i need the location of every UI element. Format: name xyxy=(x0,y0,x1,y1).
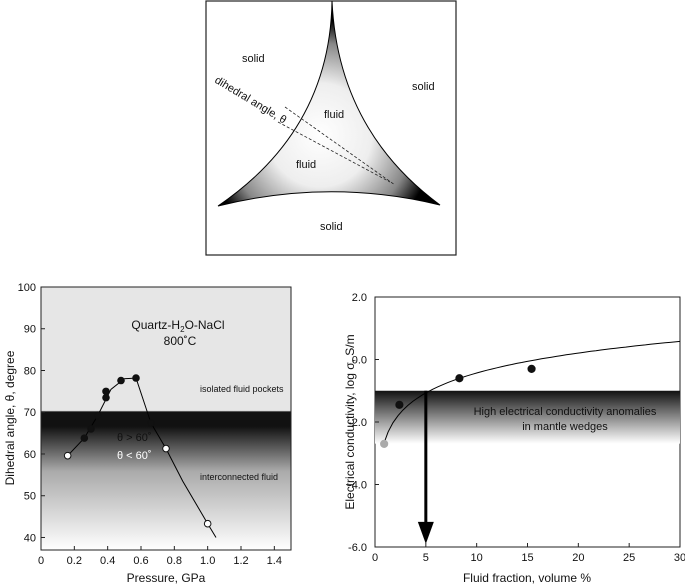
left-y-tick-label: 90 xyxy=(24,324,36,336)
left-x-tick-label: 1.4 xyxy=(267,555,282,567)
left-y-axis-label: Dihedral angle, θ, degree xyxy=(3,350,17,485)
fluid-pocket xyxy=(217,0,441,207)
left-data-point-filled xyxy=(87,425,95,433)
left-data-point-filled xyxy=(132,374,140,382)
left-data-point-filled xyxy=(117,376,125,385)
left-data-point-open xyxy=(63,451,72,460)
left-data-point-filled xyxy=(93,411,102,420)
left-x-tick-label: 0 xyxy=(38,555,44,567)
arrow-head xyxy=(417,521,434,544)
interconnected-fluid-label: interconnected fluid xyxy=(200,472,278,482)
solid-label-top-left: solid xyxy=(242,53,265,65)
right-data-point-gray xyxy=(380,439,389,448)
right-fit-curve xyxy=(382,340,681,446)
right-data-point-filled xyxy=(455,374,464,383)
left-x-tick-label: 0.4 xyxy=(100,555,115,567)
right-x-tick-label: 15 xyxy=(521,552,533,564)
right-y-tick-label: -2.0 xyxy=(348,417,367,429)
left-data-point-filled xyxy=(80,434,89,442)
right-x-tick-label: 10 xyxy=(471,552,483,564)
theta-gt-label: θ > 60˚ xyxy=(117,432,152,444)
solid-label-bottom: solid xyxy=(320,221,343,233)
right-x-tick-label: 30 xyxy=(674,552,685,564)
left-data-point-open xyxy=(162,444,170,453)
left-plot-area xyxy=(40,286,292,551)
right-x-tick-label: 20 xyxy=(572,552,584,564)
right-data-point-filled xyxy=(527,364,536,373)
left-y-tick-label: 50 xyxy=(24,491,36,503)
right-x-tick-label: 5 xyxy=(423,552,429,564)
left-data-point-filled xyxy=(102,393,110,402)
down-arrow xyxy=(417,390,434,544)
left-y-tick-label: 70 xyxy=(24,407,36,419)
right-data-point-filled xyxy=(395,400,404,409)
left-x-tick-label: 1.2 xyxy=(233,555,248,567)
left-data-point-filled xyxy=(147,419,155,427)
right-y-tick-label: 2.0 xyxy=(352,292,367,304)
fluid-label-lower: fluid xyxy=(296,159,316,171)
left-x-axis-label: Pressure, GPa xyxy=(127,571,206,585)
left-x-tick-label: 0.8 xyxy=(167,555,182,567)
right-x-tick-label: 25 xyxy=(623,552,635,564)
right-y-tick-label: -6.0 xyxy=(348,542,367,554)
band-text-line2: in mantle wedges xyxy=(522,421,608,433)
isolated-fluid-label: isolated fluid pockets xyxy=(200,384,284,394)
left-y-tick-label: 60 xyxy=(24,449,36,461)
right-y-tick-label: -4.0 xyxy=(348,480,367,492)
right-x-tick-label: 0 xyxy=(372,552,378,564)
grain-diagram: solid solid solid fluid fluid dihedral a… xyxy=(205,0,457,256)
fluid-label-upper: fluid xyxy=(324,109,344,121)
theta-lt-label: θ < 60˚ xyxy=(117,450,152,462)
dihedral-line-upper xyxy=(284,106,396,186)
left-x-tick-label: 1.0 xyxy=(200,555,215,567)
left-y-tick-label: 40 xyxy=(24,532,36,544)
temperature-label: 800˚C xyxy=(164,334,197,348)
right-x-axis-label: Fluid fraction, volume % xyxy=(463,571,591,585)
dihedral-angle-chart: 0 0.2 0.4 0.6 0.8 1.0 1.2 1.4 40 50 60 70 80 90 100 Q… xyxy=(3,282,292,585)
solid-label-right: solid xyxy=(412,81,435,93)
left-x-tick-label: 0.2 xyxy=(67,555,82,567)
right-y-tick-label: 0.0 xyxy=(352,355,367,367)
left-data-point-open xyxy=(203,519,212,528)
dihedral-line-lower xyxy=(277,121,391,183)
conductivity-chart: 0 5 10 15 20 25 30 2.0 0.0 -2.0 -4.0 -6.0 High ele… xyxy=(343,292,685,585)
left-y-tick-label: 80 xyxy=(24,365,36,377)
right-y-axis-label: Electrical conductivity, log σ, S/m xyxy=(343,334,357,509)
band-text-line1: High electrical conductivity anomalies xyxy=(474,406,657,418)
left-x-tick-label: 0.6 xyxy=(133,555,148,567)
left-y-tick-label: 100 xyxy=(18,282,36,294)
system-label: Quartz-H2O-NaCl xyxy=(131,318,224,334)
left-data-point-filled xyxy=(102,387,110,396)
